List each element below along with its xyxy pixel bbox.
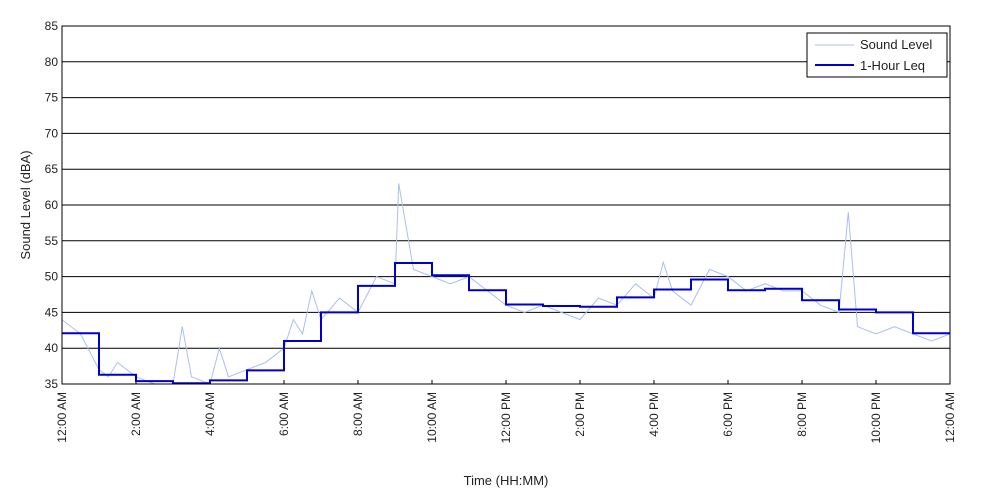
x-tick-label: 12:00 AM	[55, 392, 69, 443]
leq-step-line	[62, 262, 950, 385]
x-tick-label: 4:00 PM	[647, 392, 661, 437]
legend: Sound Level 1-Hour Leq	[806, 32, 948, 78]
y-tick-label: 65	[45, 162, 59, 176]
y-tick-label: 50	[45, 270, 59, 284]
y-tick-labels: 35 40 45 50 55 60 65 70 75 80 85	[45, 19, 59, 391]
x-tick-label: 8:00 PM	[795, 392, 809, 437]
x-tick-labels: 12:00 AM 2:00 AM 4:00 AM 6:00 AM 8:00 AM 10:0…	[55, 380, 957, 443]
x-tick-label: 10:00 PM	[869, 392, 883, 443]
x-axis-label: Time (HH:MM)	[464, 473, 549, 488]
series-group	[61, 183, 951, 385]
x-tick-label: 10:00 AM	[425, 392, 439, 443]
legend-leq-label: 1-Hour Leq	[860, 58, 925, 73]
y-tick-label: 80	[45, 55, 59, 69]
x-tick-label: 6:00 PM	[721, 392, 735, 437]
x-tick-label: 2:00 AM	[129, 392, 143, 436]
legend-box	[806, 32, 948, 78]
y-tick-label: 75	[45, 91, 59, 105]
y-axis-label: Sound Level (dBA)	[18, 150, 33, 259]
y-tick-label: 60	[45, 198, 59, 212]
y-tick-label: 85	[45, 19, 59, 33]
x-tick-label: 12:00 AM	[943, 392, 957, 443]
y-tick-label: 45	[45, 305, 59, 319]
x-tick-label: 4:00 AM	[203, 392, 217, 436]
y-tick-label: 55	[45, 234, 59, 248]
x-tick-label: 8:00 AM	[351, 392, 365, 436]
y-tick-label: 35	[45, 377, 59, 391]
x-tick-label: 12:00 PM	[499, 392, 513, 443]
y-tick-label: 70	[45, 126, 59, 140]
x-tick-label: 2:00 PM	[573, 392, 587, 437]
x-tick-label: 6:00 AM	[277, 392, 291, 436]
y-tick-label: 40	[45, 341, 59, 355]
plot-frame	[61, 25, 951, 385]
y-gridlines	[62, 61, 950, 349]
legend-sound-level-label: Sound Level	[860, 37, 932, 52]
